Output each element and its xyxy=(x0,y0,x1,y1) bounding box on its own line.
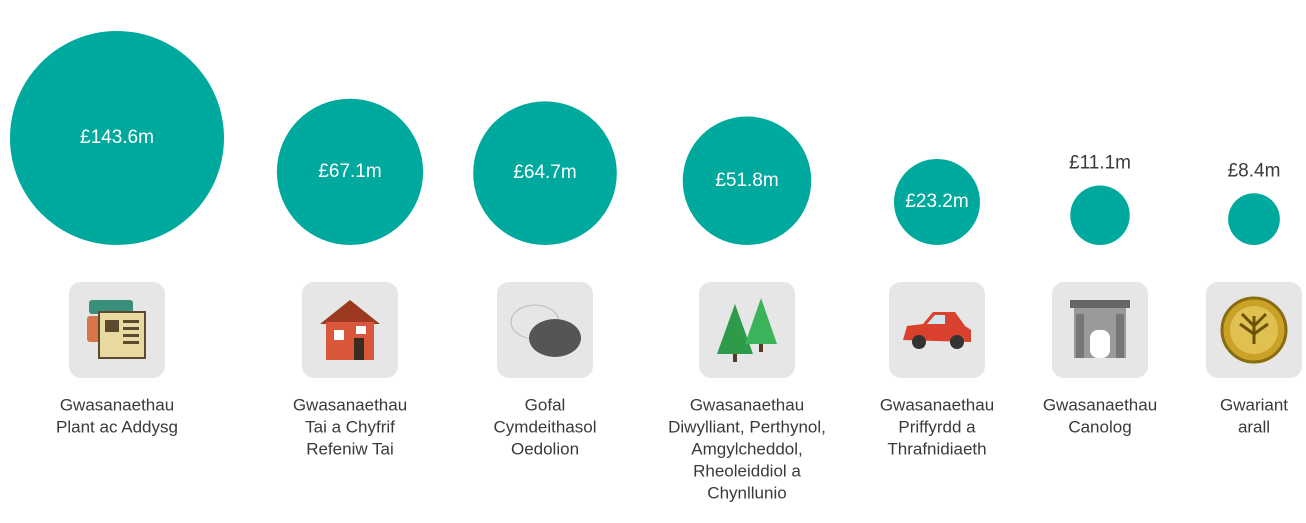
icon-shape xyxy=(1239,312,1269,344)
icon-shape xyxy=(1070,300,1130,308)
icon-shape xyxy=(1090,330,1110,358)
icon-background xyxy=(699,282,795,378)
icon xyxy=(1052,282,1148,378)
icon-shape xyxy=(105,320,119,332)
category-label: Diwylliant, Perthynol, xyxy=(668,417,826,436)
bubble xyxy=(473,101,617,246)
category-label: Cymdeithasol xyxy=(494,417,597,436)
icon xyxy=(1206,282,1302,378)
value-label: £23.2m xyxy=(905,191,968,212)
category-label: Gwasanaethau xyxy=(60,395,174,414)
icon-shape xyxy=(759,344,763,352)
icon-shape xyxy=(326,322,374,360)
icon-shape xyxy=(123,327,139,330)
icon-shape xyxy=(320,300,380,324)
icon-shape xyxy=(733,354,737,362)
icon-shape xyxy=(123,320,139,323)
icon-shape xyxy=(717,304,753,354)
category-label: Gwariant xyxy=(1220,395,1288,414)
category-label: Gwasanaethau xyxy=(880,395,994,414)
icon-shape xyxy=(89,300,133,314)
category-label: Tai a Chyfrif xyxy=(305,417,395,436)
icon xyxy=(889,282,985,378)
icon xyxy=(699,282,795,378)
icon-shape xyxy=(912,335,926,349)
value-label: £143.6m xyxy=(80,127,154,148)
bubble xyxy=(10,31,224,245)
bubble xyxy=(276,98,424,245)
icon-shape xyxy=(745,298,777,344)
value-label: £11.1m xyxy=(1069,153,1131,174)
icon-shape xyxy=(1116,314,1124,358)
icon-shape xyxy=(354,338,364,360)
icon-shape xyxy=(123,334,139,337)
value-label: £67.1m xyxy=(318,161,381,182)
category-label: Amgylcheddol, xyxy=(691,439,803,458)
icon-shape xyxy=(356,326,366,334)
category-label: Rheoleiddiol a xyxy=(693,461,801,480)
category-label: Oedolion xyxy=(511,439,579,458)
value-label: £8.4m xyxy=(1228,160,1281,181)
category-label: Gwasanaethau xyxy=(293,395,407,414)
category-label: arall xyxy=(1238,417,1270,436)
bubble xyxy=(1070,185,1130,245)
category-label: Chynllunio xyxy=(707,483,786,502)
icon-shape xyxy=(950,335,964,349)
icon-shape xyxy=(903,312,971,342)
icon-shape xyxy=(1076,314,1084,358)
icon-shape xyxy=(529,319,581,357)
icon-shape xyxy=(927,315,945,324)
category-label: Plant ac Addysg xyxy=(56,417,178,436)
icon-shape xyxy=(123,341,139,344)
category-label: Gwasanaethau xyxy=(1043,395,1157,414)
category-label: Priffyrdd a xyxy=(898,417,976,436)
value-label: £64.7m xyxy=(513,162,576,183)
icon xyxy=(69,282,165,378)
value-label: £51.8m xyxy=(715,170,778,191)
category-label: Gwasanaethau xyxy=(690,395,804,414)
bubble xyxy=(1228,193,1280,245)
category-label: Thrafnidiaeth xyxy=(887,439,986,458)
category-label: Canolog xyxy=(1068,417,1131,436)
category-label: Gofal xyxy=(525,395,566,414)
bubble xyxy=(682,116,812,245)
icon xyxy=(497,282,593,378)
icon-shape xyxy=(334,330,344,340)
category-label: Refeniw Tai xyxy=(306,439,394,458)
bubble xyxy=(893,158,981,245)
icon xyxy=(302,282,398,378)
